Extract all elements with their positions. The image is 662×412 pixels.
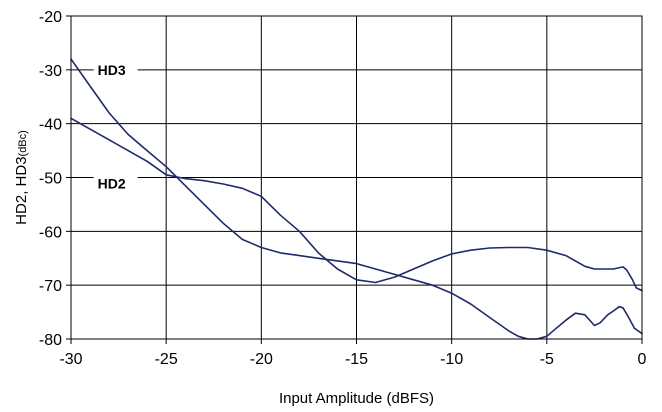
x-tick-label: -10 [440, 351, 463, 368]
annotation-background [93, 60, 138, 81]
y-axis-title-main: HD2, HD3 [13, 156, 30, 224]
x-tick-label: 0 [638, 351, 647, 368]
series-line-hd3 [70, 58, 643, 340]
y-tick-label: -20 [39, 9, 62, 26]
y-tick-label: -30 [39, 63, 62, 80]
y-axis-title-unit: (dBc) [17, 130, 29, 156]
y-tick-label: -60 [39, 224, 62, 241]
series-line-hd2 [70, 117, 643, 292]
series-group [70, 58, 643, 340]
y-axis-ticks: -20 -30 -40 -50 -60 -70 -80 [39, 9, 71, 349]
x-axis-title: Input Amplitude (dBFS) [279, 390, 434, 407]
y-tick-label: -70 [39, 278, 62, 295]
y-tick-label: -80 [39, 332, 62, 349]
x-tick-label: -25 [155, 351, 178, 368]
x-tick-label: -20 [250, 351, 273, 368]
annotation-label-hd2: HD2 [98, 175, 126, 191]
grid-lines [71, 16, 642, 339]
y-tick-label: -50 [39, 171, 62, 188]
y-tick-label: -40 [39, 117, 62, 134]
annotation-background [93, 173, 138, 194]
x-tick-label: -5 [540, 351, 554, 368]
annotations: HD3 HD2 [93, 60, 138, 194]
x-tick-label: -30 [59, 351, 82, 368]
x-tick-label: -15 [345, 351, 368, 368]
annotation-label-hd3: HD3 [98, 62, 126, 78]
y-axis-title: HD2, HD3(dBc) [13, 130, 30, 225]
x-axis-ticks: -30 -25 -20 -15 -10 -5 0 [59, 339, 647, 368]
